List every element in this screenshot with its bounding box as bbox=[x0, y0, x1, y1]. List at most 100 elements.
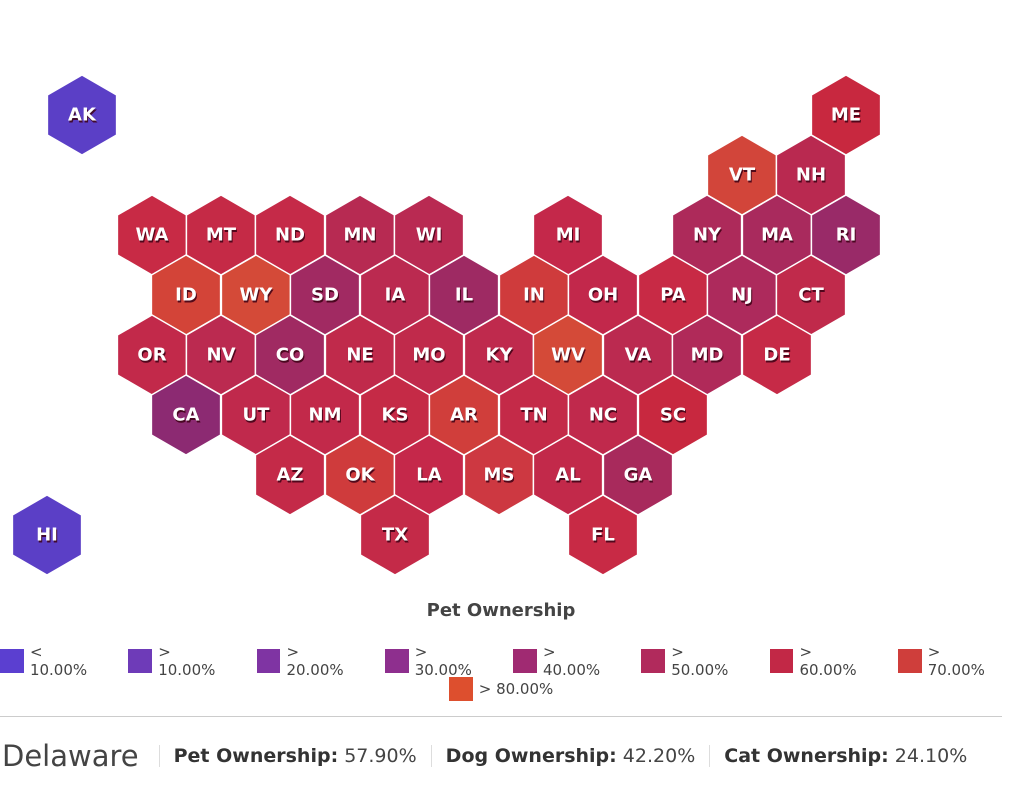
legend-item: > 10.00% bbox=[128, 643, 232, 679]
state-hex bbox=[46, 74, 118, 156]
legend-item: > 30.00% bbox=[384, 643, 489, 679]
legend-swatch bbox=[641, 649, 666, 673]
footer: Delaware Pet Ownership: 57.90% Dog Owners… bbox=[2, 732, 981, 780]
stat-value: 57.90% bbox=[344, 745, 417, 767]
state-label: ME bbox=[831, 105, 861, 126]
state-label: VA bbox=[625, 345, 652, 366]
divider bbox=[0, 716, 1002, 717]
legend-swatch bbox=[384, 649, 409, 673]
stat: Pet Ownership: 57.90% bbox=[158, 745, 431, 767]
state-hex bbox=[11, 494, 83, 576]
state-label: NC bbox=[589, 405, 617, 426]
state-label: FL bbox=[591, 525, 615, 546]
state-label: IN bbox=[523, 285, 545, 306]
state-hex bbox=[359, 494, 431, 576]
legend-swatch bbox=[128, 649, 153, 673]
stat-value: 42.20% bbox=[622, 745, 696, 767]
legend-label: > 60.00% bbox=[799, 643, 857, 679]
state-label: SC bbox=[660, 405, 686, 426]
legend-item: > 60.00% bbox=[769, 643, 874, 679]
state-label: NJ bbox=[731, 285, 753, 306]
state-label: AR bbox=[450, 405, 478, 426]
state-label: SD bbox=[311, 285, 339, 306]
stat-label: Cat Ownership: bbox=[724, 745, 889, 767]
state-label: VT bbox=[729, 165, 756, 186]
legend-item: > 40.00% bbox=[513, 643, 617, 679]
legend-label: > 40.00% bbox=[542, 643, 601, 679]
state-label: TN bbox=[520, 405, 547, 426]
legend-swatch bbox=[448, 677, 473, 701]
legend-item: > 70.00% bbox=[897, 643, 1002, 679]
state-label: OR bbox=[137, 345, 166, 366]
legend-swatch bbox=[897, 649, 922, 673]
state-label: IL bbox=[455, 285, 473, 306]
state-label: MD bbox=[691, 345, 724, 366]
state-label: MO bbox=[412, 345, 445, 366]
state-label: MI bbox=[556, 225, 581, 246]
state-label: CO bbox=[276, 345, 305, 366]
state-label: NY bbox=[693, 225, 722, 246]
state-label: IA bbox=[385, 285, 406, 306]
state-label: AK bbox=[68, 105, 97, 126]
legend-label: > 30.00% bbox=[414, 643, 472, 679]
state-label: MN bbox=[344, 225, 377, 246]
legend-item: > 50.00% bbox=[641, 643, 745, 679]
state-label: AZ bbox=[277, 465, 304, 486]
state-label: KS bbox=[382, 405, 409, 426]
stat-label: Pet Ownership: bbox=[173, 745, 339, 767]
legend-label: > 10.00% bbox=[158, 643, 216, 679]
state-label: NM bbox=[309, 405, 342, 426]
state-label: NE bbox=[346, 345, 373, 366]
state-label: KY bbox=[486, 345, 514, 366]
state-hex bbox=[567, 494, 639, 576]
state-label: NV bbox=[207, 345, 236, 366]
legend-swatch bbox=[0, 649, 24, 673]
state-label: GA bbox=[624, 465, 653, 486]
legend-row: > 80.00% bbox=[0, 677, 1002, 701]
state-label: ID bbox=[175, 285, 197, 306]
legend-label: > 80.00% bbox=[478, 680, 554, 698]
state-label: WY bbox=[240, 285, 274, 306]
stat-value: 24.10% bbox=[894, 745, 968, 767]
state-label: TX bbox=[382, 525, 408, 546]
state-label: MT bbox=[206, 225, 237, 246]
state-label: WA bbox=[136, 225, 169, 246]
stat: Dog Ownership: 42.20% bbox=[430, 745, 710, 767]
state-label: CA bbox=[172, 405, 199, 426]
legend-label: > 50.00% bbox=[671, 643, 729, 679]
legend-item: < 10.00% bbox=[0, 643, 104, 679]
state-label: MA bbox=[761, 225, 793, 246]
stat: Cat Ownership: 24.10% bbox=[709, 745, 981, 767]
state-label: ND bbox=[275, 225, 305, 246]
state-label: WI bbox=[416, 225, 443, 246]
hex-map: AK ME VT NH WA MT ND MN WI MI NY MA RI ID WY SD IA IL IN OH… bbox=[11, 74, 882, 576]
state-label: UT bbox=[243, 405, 271, 426]
legend-swatch bbox=[256, 649, 281, 673]
state-label: AL bbox=[555, 465, 580, 486]
footer-title: Delaware bbox=[2, 739, 139, 773]
legend-swatch bbox=[769, 649, 794, 673]
state-hex bbox=[254, 434, 326, 516]
state-label: PA bbox=[660, 285, 686, 306]
legend-item: > 20.00% bbox=[256, 643, 361, 679]
state-label: CT bbox=[798, 285, 824, 306]
legend-swatch bbox=[513, 649, 537, 673]
state-label: LA bbox=[416, 465, 441, 486]
legend-label: > 20.00% bbox=[286, 643, 344, 679]
state-label: NH bbox=[796, 165, 826, 186]
legend-row: < 10.00% > 10.00% > 20.00% > 30.00% > 40.00%… bbox=[0, 643, 1002, 679]
state-label: OH bbox=[588, 285, 618, 306]
state-hex bbox=[741, 314, 813, 396]
state-label: DE bbox=[763, 345, 790, 366]
legend-label: > 70.00% bbox=[927, 643, 985, 679]
legend-title: Pet Ownership bbox=[426, 600, 576, 621]
state-label: MS bbox=[484, 465, 515, 486]
state-hex bbox=[150, 374, 222, 456]
state-label: OK bbox=[345, 465, 375, 486]
stat-label: Dog Ownership: bbox=[445, 745, 617, 767]
legend-item: > 80.00% bbox=[448, 677, 554, 701]
state-label: HI bbox=[36, 525, 58, 546]
state-label: WV bbox=[551, 345, 585, 366]
legend-label: < 10.00% bbox=[29, 643, 88, 679]
